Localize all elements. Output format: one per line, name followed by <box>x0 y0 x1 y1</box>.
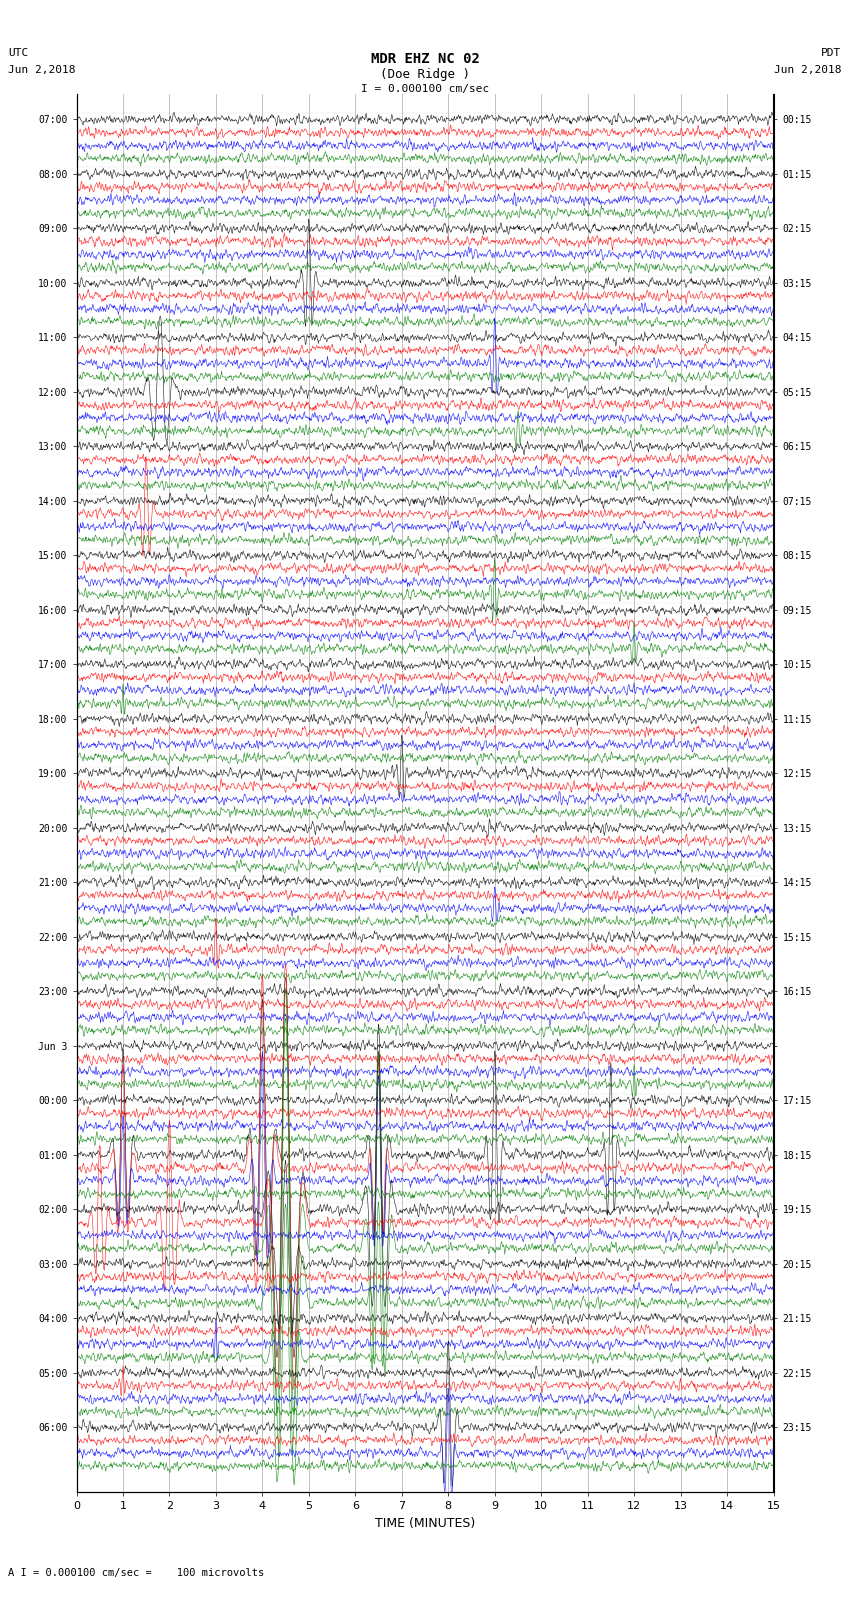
Text: I = 0.000100 cm/sec: I = 0.000100 cm/sec <box>361 84 489 94</box>
Text: PDT: PDT <box>821 48 842 58</box>
Text: A I = 0.000100 cm/sec =    100 microvolts: A I = 0.000100 cm/sec = 100 microvolts <box>8 1568 264 1578</box>
Text: Jun 2,2018: Jun 2,2018 <box>8 65 76 74</box>
X-axis label: TIME (MINUTES): TIME (MINUTES) <box>375 1516 475 1529</box>
Text: UTC: UTC <box>8 48 29 58</box>
Text: Jun 2,2018: Jun 2,2018 <box>774 65 842 74</box>
Text: MDR EHZ NC 02: MDR EHZ NC 02 <box>371 52 479 66</box>
Text: (Doe Ridge ): (Doe Ridge ) <box>380 68 470 81</box>
